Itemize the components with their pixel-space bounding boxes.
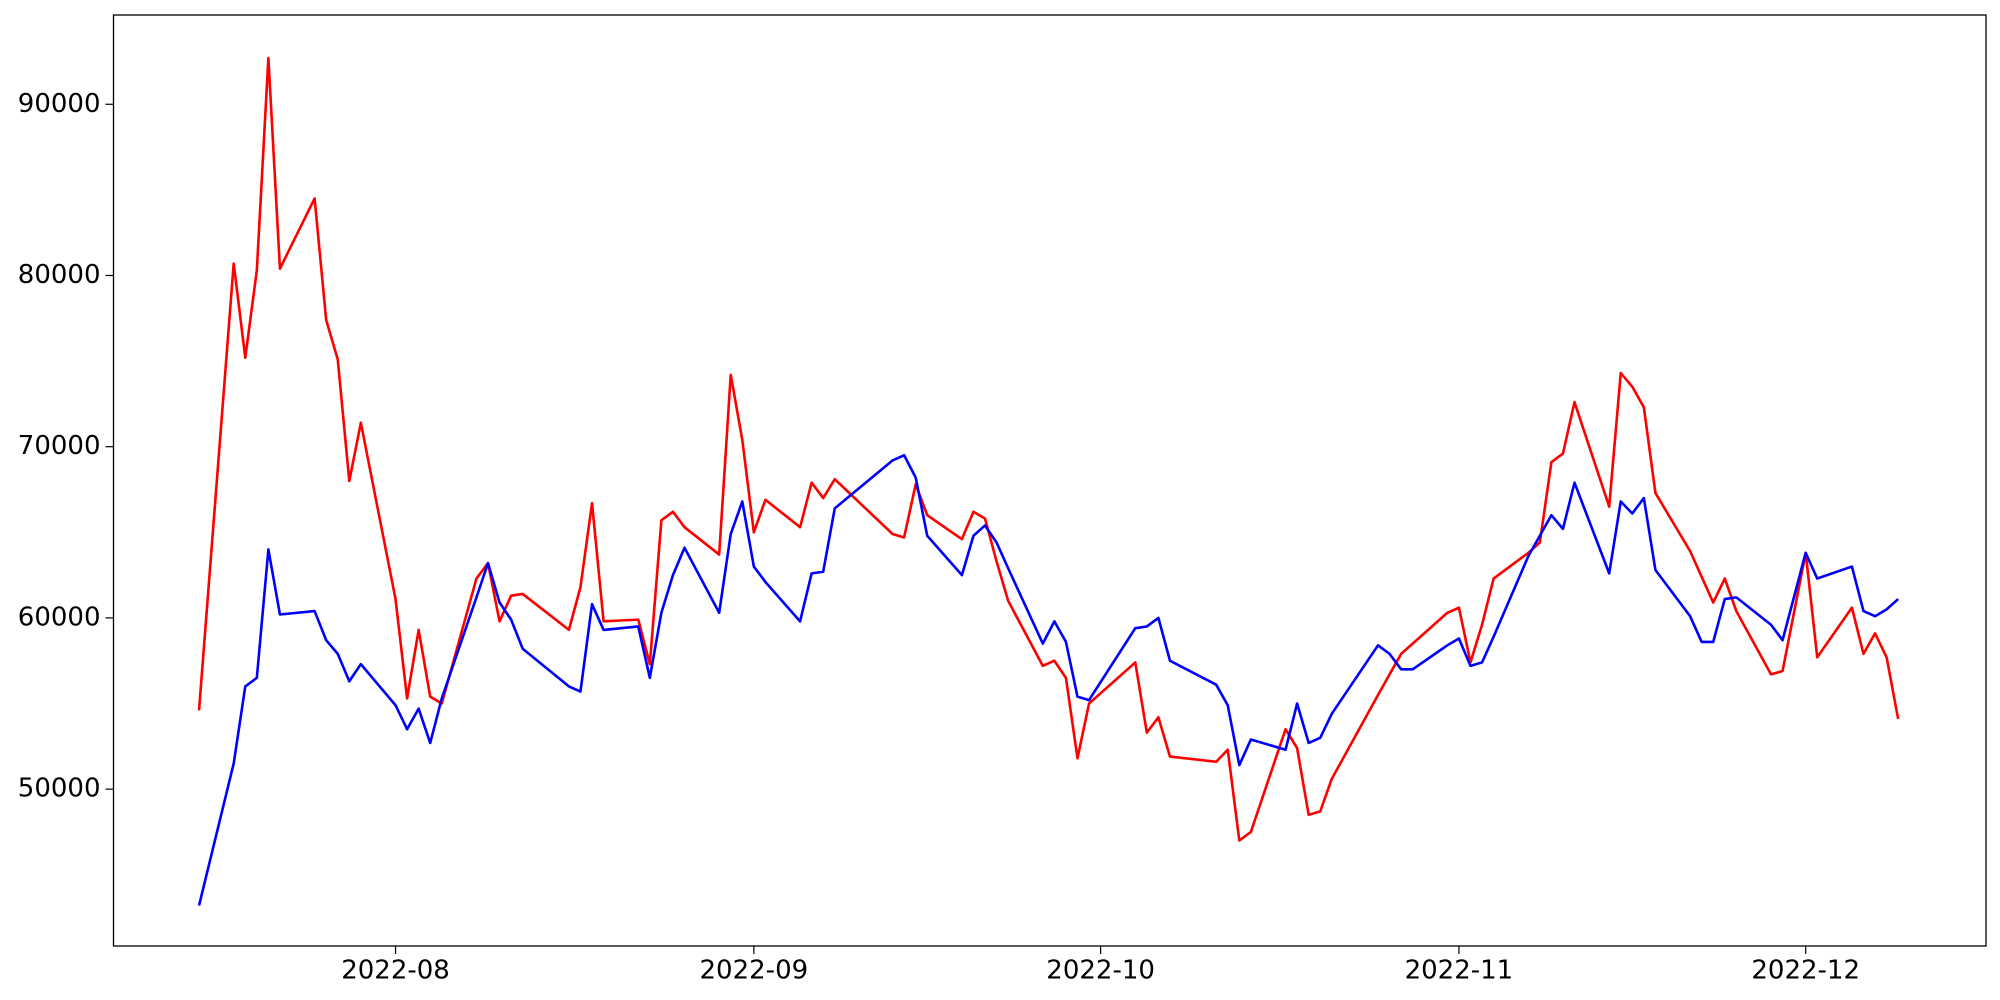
- plot-frame: [112, 14, 1987, 947]
- y-tick-label: 80000: [18, 260, 101, 290]
- x-tick-label: 2022-08: [341, 956, 450, 986]
- x-tick-label: 2022-11: [1405, 956, 1514, 986]
- x-tick-label: 2022-10: [1046, 956, 1155, 986]
- y-tick-label: 50000: [18, 774, 101, 804]
- y-tick-label: 70000: [18, 431, 101, 461]
- series-line: [197, 56, 1900, 842]
- x-tick-label: 2022-09: [700, 956, 809, 986]
- series-line: [197, 453, 1900, 906]
- y-tick-label: 90000: [18, 89, 101, 119]
- x-tick-label: 2022-12: [1751, 956, 1860, 986]
- y-tick-label: 60000: [18, 602, 101, 632]
